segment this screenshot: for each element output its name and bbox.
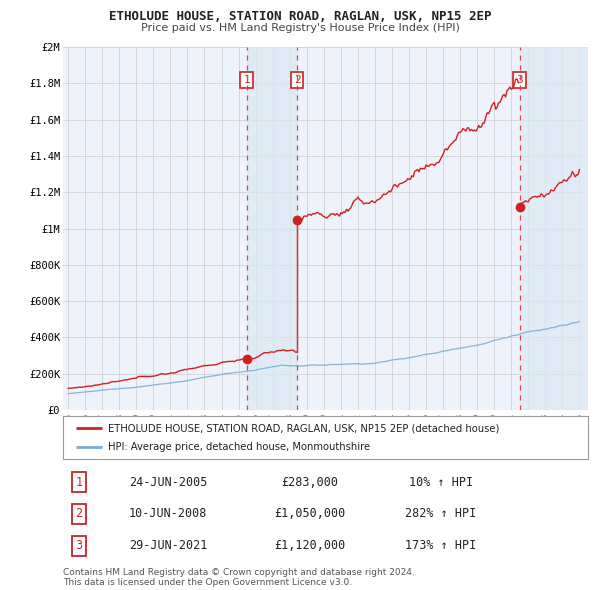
Text: £1,120,000: £1,120,000 xyxy=(274,539,346,552)
Text: 282% ↑ HPI: 282% ↑ HPI xyxy=(406,507,476,520)
Text: ETHOLUDE HOUSE, STATION ROAD, RAGLAN, USK, NP15 2EP (detached house): ETHOLUDE HOUSE, STATION ROAD, RAGLAN, US… xyxy=(107,423,499,433)
Text: HPI: Average price, detached house, Monmouthshire: HPI: Average price, detached house, Monm… xyxy=(107,442,370,452)
Text: £283,000: £283,000 xyxy=(281,476,338,489)
Text: Contains HM Land Registry data © Crown copyright and database right 2024.: Contains HM Land Registry data © Crown c… xyxy=(63,568,415,577)
Text: 24-JUN-2005: 24-JUN-2005 xyxy=(129,476,207,489)
Text: 173% ↑ HPI: 173% ↑ HPI xyxy=(406,539,476,552)
Text: 2: 2 xyxy=(75,507,82,520)
Text: 3: 3 xyxy=(516,75,523,85)
Text: £1,050,000: £1,050,000 xyxy=(274,507,346,520)
Text: Price paid vs. HM Land Registry's House Price Index (HPI): Price paid vs. HM Land Registry's House … xyxy=(140,24,460,33)
Text: 10% ↑ HPI: 10% ↑ HPI xyxy=(409,476,473,489)
Text: 2: 2 xyxy=(294,75,301,85)
Text: 29-JUN-2021: 29-JUN-2021 xyxy=(129,539,207,552)
Text: ETHOLUDE HOUSE, STATION ROAD, RAGLAN, USK, NP15 2EP: ETHOLUDE HOUSE, STATION ROAD, RAGLAN, US… xyxy=(109,10,491,23)
Text: 1: 1 xyxy=(75,476,82,489)
Bar xyxy=(247,47,297,410)
Text: 3: 3 xyxy=(75,539,82,552)
Text: 10-JUN-2008: 10-JUN-2008 xyxy=(129,507,207,520)
Text: 1: 1 xyxy=(243,75,250,85)
Bar xyxy=(520,47,588,410)
Text: This data is licensed under the Open Government Licence v3.0.: This data is licensed under the Open Gov… xyxy=(63,578,352,588)
